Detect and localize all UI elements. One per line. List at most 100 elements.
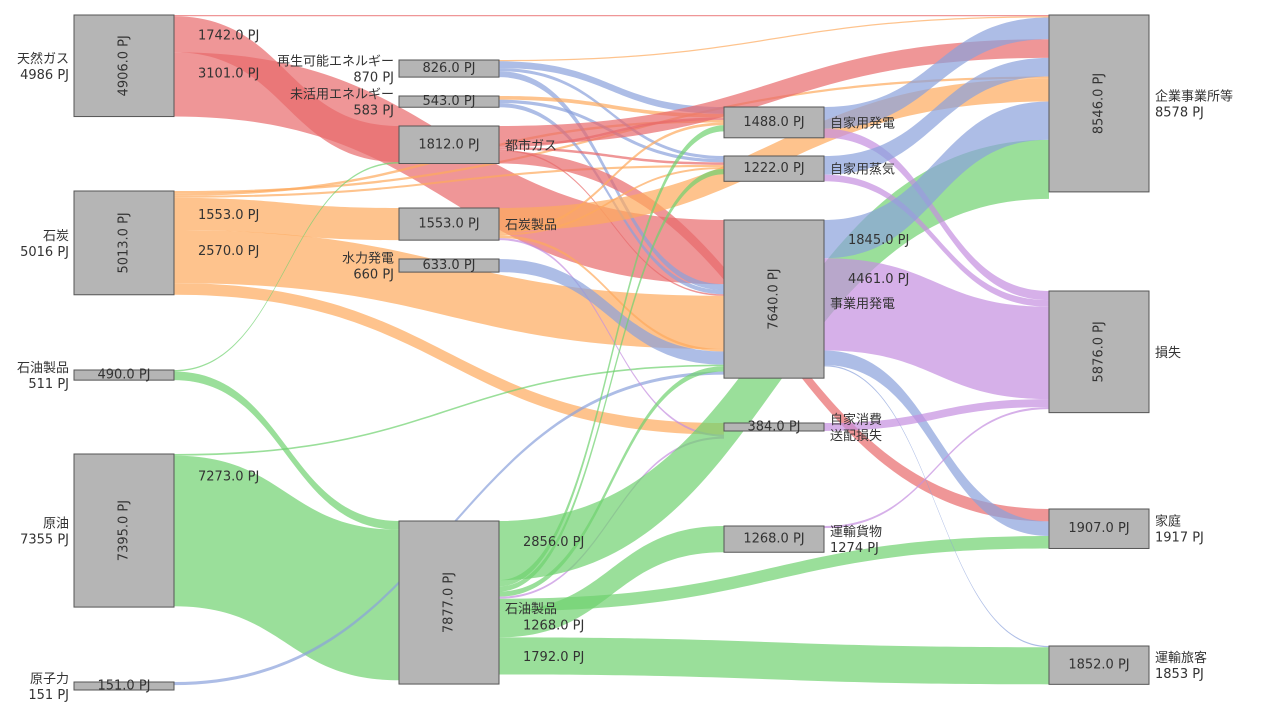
link-renew-selfsteam[interactable] (499, 68, 724, 160)
link-refinery-selfgen[interactable] (499, 125, 724, 587)
link-coal-utility[interactable] (174, 229, 724, 350)
link-utility-business[interactable] (824, 101, 1049, 259)
link-coal-selfuse[interactable] (174, 283, 724, 435)
node-bar[interactable] (398, 520, 500, 685)
link-refinery-selfsteam[interactable] (499, 169, 724, 592)
link-value-label: 1742.0 PJ (198, 28, 259, 43)
link-citygas-selfsteam[interactable] (499, 147, 724, 165)
link-gas-business[interactable] (174, 15, 1049, 17)
node-name-label: 天然ガス (17, 51, 69, 67)
link-coal-coalp[interactable] (174, 197, 399, 241)
node-bar[interactable] (398, 258, 500, 273)
link-citygas-business[interactable] (499, 39, 1049, 145)
link-utility-home[interactable] (824, 350, 1049, 537)
node-total-label: 4986 PJ (20, 68, 69, 83)
node-coal[interactable]: 5013.0 PJ (73, 190, 175, 296)
node-value-label: 543.0 PJ (422, 94, 475, 109)
node-selfsteam[interactable]: 1222.0 PJ (723, 155, 825, 182)
node-bar[interactable] (73, 453, 175, 608)
node-nuclear[interactable]: 151.0 PJ (73, 679, 175, 694)
node-name-label: 企業事業所等 (1155, 88, 1233, 104)
link-refinery-utility[interactable] (499, 366, 724, 597)
node-name-label: 損失 (1155, 346, 1181, 361)
link-value-label: 4461.0 PJ (848, 272, 909, 287)
node-name-label: 石炭 (43, 229, 69, 244)
node-bar[interactable] (723, 155, 825, 182)
link-selfsteam-loss[interactable] (824, 174, 1049, 307)
node-loss[interactable]: 5876.0 PJ (1048, 290, 1150, 414)
link-coalp-selfsteam[interactable] (499, 166, 724, 236)
node-coalp[interactable]: 1553.0 PJ (398, 207, 500, 241)
link-refinery-passenger[interactable] (499, 637, 1049, 685)
node-bar[interactable] (398, 125, 500, 165)
link-crude-utility[interactable] (174, 364, 724, 456)
node-unused[interactable]: 543.0 PJ (398, 94, 500, 109)
node-utility[interactable]: 7640.0 PJ (723, 219, 825, 379)
link-crude-refinery[interactable] (174, 455, 399, 681)
node-citygas[interactable]: 1812.0 PJ (398, 125, 500, 165)
node-business[interactable]: 8546.0 PJ (1048, 14, 1150, 193)
node-total-label: 7355 PJ (20, 533, 69, 548)
node-passenger[interactable]: 1852.0 PJ (1048, 645, 1150, 685)
link-value-label: 1845.0 PJ (848, 233, 909, 248)
link-renew-selfgen[interactable] (499, 61, 724, 114)
link-freight-loss[interactable] (824, 407, 1049, 529)
link-selfsteam-business[interactable] (824, 57, 1049, 175)
link-selfuse-loss[interactable] (824, 399, 1049, 431)
link-citygas-utility[interactable] (499, 149, 724, 296)
link-renew-business[interactable] (499, 16, 1049, 62)
node-crude[interactable]: 7395.0 PJ (73, 453, 175, 608)
node-home[interactable]: 1907.0 PJ (1048, 508, 1150, 549)
link-refinery-home[interactable] (499, 536, 1049, 612)
node-bar[interactable] (723, 219, 825, 379)
link-coal-selfsteam[interactable] (174, 164, 724, 198)
node-value-label: 490.0 PJ (97, 368, 150, 383)
link-utility-loss[interactable] (824, 258, 1049, 400)
link-gas-utility[interactable] (174, 52, 724, 285)
node-bar[interactable] (723, 525, 825, 553)
link-coalp-selfgen[interactable] (499, 122, 724, 234)
node-bar[interactable] (398, 95, 500, 108)
node-total-label: 583 PJ (353, 104, 394, 119)
node-name-label: 都市ガス (505, 138, 557, 154)
node-hydro[interactable]: 633.0 PJ (398, 258, 500, 273)
node-bar[interactable] (1048, 14, 1150, 193)
node-bar[interactable] (1048, 508, 1150, 549)
node-bar[interactable] (73, 681, 175, 691)
node-bar[interactable] (73, 369, 175, 381)
node-bar[interactable] (73, 190, 175, 296)
node-value-label: 1268.0 PJ (743, 532, 804, 547)
node-bar[interactable] (723, 106, 825, 139)
node-bar[interactable] (73, 14, 175, 118)
node-oilp0[interactable]: 490.0 PJ (73, 368, 175, 383)
link-value-label: 7273.0 PJ (198, 470, 259, 485)
link-citygas-selfgen[interactable] (499, 117, 724, 148)
node-selfgen[interactable]: 1488.0 PJ (723, 106, 825, 139)
node-total-label: 8578 PJ (1155, 105, 1204, 120)
link-unused-utility[interactable] (499, 103, 724, 295)
node-refinery[interactable]: 7877.0 PJ (398, 520, 500, 685)
node-bar[interactable] (398, 59, 500, 78)
link-coalp-selfuse[interactable] (499, 238, 724, 437)
link-oilp0-citygas[interactable] (174, 162, 399, 372)
node-total-label: 151 PJ (28, 688, 69, 703)
link-selfgen-business[interactable] (824, 17, 1049, 129)
node-bar[interactable] (1048, 290, 1150, 414)
node-gas[interactable]: 4906.0 PJ (73, 14, 175, 118)
link-value-label: 3101.0 PJ (198, 66, 259, 81)
link-hydro-utility[interactable] (499, 259, 724, 365)
node-freight[interactable]: 1268.0 PJ (723, 525, 825, 553)
link-oilp0-refinery[interactable] (174, 371, 399, 530)
node-renew[interactable]: 826.0 PJ (398, 59, 500, 78)
node-name-label: 家庭 (1155, 514, 1181, 530)
node-selfuse[interactable]: 384.0 PJ (723, 420, 825, 435)
link-value-label: 1792.0 PJ (523, 650, 584, 665)
node-bar[interactable] (1048, 645, 1150, 685)
link-coalp-business[interactable] (499, 78, 1049, 231)
node-value-label: 1553.0 PJ (418, 217, 479, 232)
link-utility-passenger[interactable] (824, 365, 1049, 648)
node-bar[interactable] (723, 422, 825, 432)
link-selfgen-loss[interactable] (824, 128, 1049, 301)
link-coalp-utility[interactable] (499, 235, 724, 352)
node-bar[interactable] (398, 207, 500, 241)
